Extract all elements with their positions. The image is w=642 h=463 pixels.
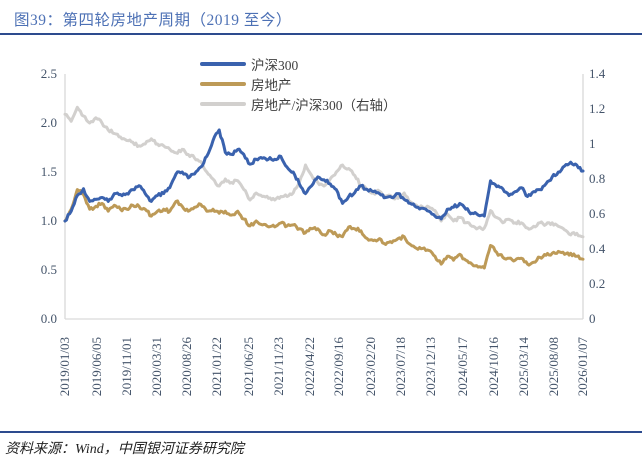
x-axis-tick-label: 2019/01/03 [57, 337, 73, 397]
x-axis-tick-label: 2023/12/13 [423, 337, 439, 397]
right-axis-tick-label: 0.4 [589, 241, 606, 256]
right-axis-tick-label: 1.2 [589, 101, 606, 116]
left-axis-tick-label: 1.0 [40, 213, 57, 228]
legend-item-re-over-csi300: 房地产/沪深300（右轴） [200, 95, 397, 113]
series-line-re-over-csi300 [63, 105, 585, 239]
legend-item-real-estate: 房地产 [200, 75, 292, 93]
left-axis-tick-label: 0.5 [40, 262, 57, 277]
right-axis-tick-label: 1.4 [589, 66, 606, 81]
chart: 沪深300 房地产房地产/沪深300（右轴） 2.5 2.0 1.5 1.0 0.5 0.0… [0, 40, 642, 431]
x-axis-tick-label: 2023/07/18 [393, 337, 409, 397]
legend-swatch-real-estate [200, 81, 246, 87]
footer-rule [0, 431, 642, 433]
left-axis-tick-label: 2.0 [40, 115, 57, 130]
x-axis-tick-label: 2020/03/31 [149, 337, 165, 397]
right-axis-tick-label: 0.8 [589, 171, 606, 186]
x-axis-tick-label: 2024/10/16 [485, 337, 501, 397]
source-note: 资料来源：Wind，中国银河证券研究院 [5, 442, 244, 457]
x-axis-tick-label: 2023/02/20 [363, 337, 379, 397]
title-rule [0, 33, 642, 35]
legend-label: 沪深300 [251, 58, 299, 73]
x-axis-tick-label: 2020/08/26 [179, 337, 195, 397]
legend-item-csi300: 沪深300 [200, 55, 298, 73]
right-axis-tick-label: 0.6 [589, 206, 606, 221]
x-axis-tick-label: 2021/01/22 [209, 337, 225, 397]
legend-label: 房地产 [251, 78, 292, 93]
series-line-real-estate [63, 188, 585, 270]
x-axis-tick-label: 2019/11/01 [118, 337, 134, 396]
figure-title: 图39：第四轮房地产周期（2019 至今） [14, 12, 292, 29]
x-axis-tick-label: 2022/04/22 [301, 337, 317, 397]
x-axis-tick-label: 2025/03/14 [515, 337, 531, 397]
right-axis-tick-label: 0.2 [589, 276, 606, 291]
legend-swatch-csi300 [200, 61, 246, 67]
x-axis-tick-label: 2019/06/05 [88, 337, 104, 397]
legend-swatch-re-over-csi300 [200, 101, 246, 107]
x-axis-tick-label: 2026/01/07 [575, 337, 590, 397]
right-axis-tick-label: 0 [589, 311, 596, 326]
right-axis-tick-label: 1 [589, 136, 596, 151]
left-axis-tick-label: 0.0 [40, 311, 57, 326]
series-line-csi300 [63, 128, 585, 223]
x-axis-tick-label: 2021/11/23 [271, 337, 287, 396]
left-axis-tick-label: 2.5 [40, 66, 57, 81]
x-axis-tick-label: 2025/08/08 [545, 337, 561, 397]
x-axis-tick-label: 2021/06/25 [240, 337, 256, 397]
x-axis-tick-label: 2024/05/17 [454, 337, 470, 397]
x-axis-tick-label: 2022/09/16 [331, 337, 347, 397]
left-axis-tick-label: 1.5 [40, 164, 57, 179]
legend-label: 房地产/沪深300（右轴） [251, 98, 397, 113]
plot-area [63, 74, 585, 320]
